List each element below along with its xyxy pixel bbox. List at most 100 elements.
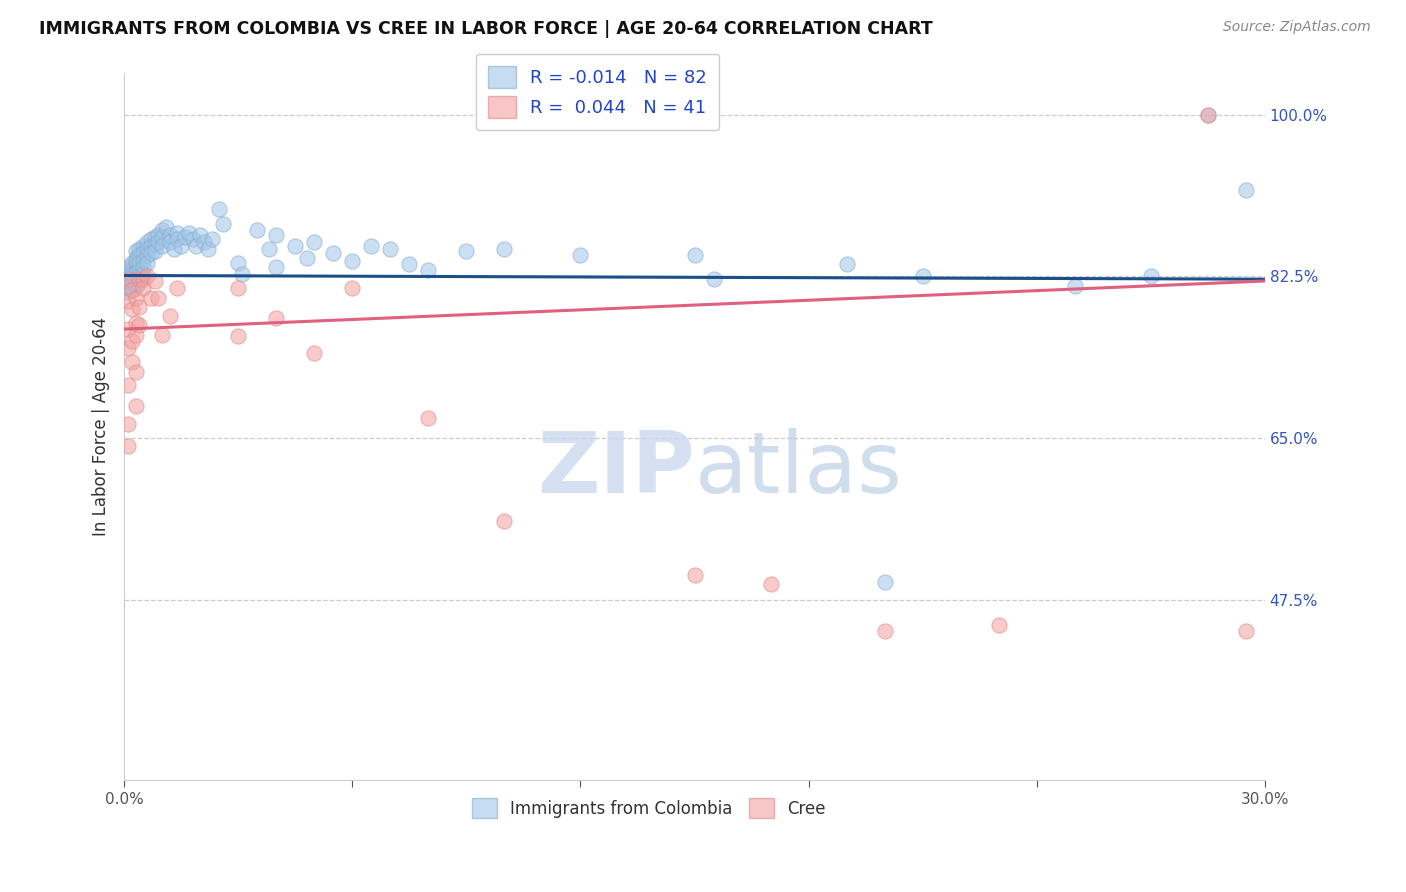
Point [132,281,155,295]
Point [166,226,188,240]
Point [117,377,139,392]
Point [117,417,139,432]
Point [148,291,170,305]
Point [124,365,146,379]
Point [177,226,200,240]
Point [304,346,326,360]
Text: Source: ZipAtlas.com: Source: ZipAtlas.com [1223,20,1371,34]
Point [398,257,420,271]
Point [124,316,146,330]
Point [124,399,146,413]
Point [139,232,162,246]
Point [1139,269,1161,284]
Point [208,202,231,216]
Point [128,318,150,333]
Point [124,265,146,279]
Point [139,291,162,305]
Point [246,223,269,237]
Point [1197,107,1219,121]
Point [121,263,143,277]
Point [322,246,344,260]
Point [143,229,166,244]
Point [911,269,934,284]
Point [703,272,725,286]
Point [117,294,139,309]
Point [136,248,159,262]
Point [117,274,139,288]
Point [136,242,159,256]
Point [155,220,177,235]
Point [873,624,896,638]
Point [186,239,208,253]
Point [148,235,170,250]
Point [117,285,139,299]
Point [132,239,155,253]
Point [117,272,139,286]
Point [148,227,170,242]
Point [121,283,143,297]
Point [304,235,326,250]
Point [117,439,139,453]
Point [117,260,139,274]
Point [683,248,706,262]
Point [418,263,440,277]
Point [166,281,188,295]
Point [201,232,224,246]
Point [132,272,155,286]
Point [494,242,516,256]
Point [117,322,139,336]
Point [163,242,186,256]
Point [257,242,280,256]
Point [266,260,288,274]
Point [124,278,146,293]
Point [143,244,166,259]
Point [360,239,382,253]
Point [1197,107,1219,121]
Point [226,281,249,295]
Point [174,229,197,244]
Text: atlas: atlas [695,427,903,510]
Point [231,267,253,281]
Point [128,269,150,284]
Point [124,327,146,342]
Point [284,239,307,253]
Point [873,574,896,589]
Legend: Immigrants from Colombia, Cree: Immigrants from Colombia, Cree [465,791,832,825]
Point [166,232,188,246]
Point [128,242,150,256]
Text: ZIP: ZIP [537,427,695,510]
Text: IMMIGRANTS FROM COLOMBIA VS CREE IN LABOR FORCE | AGE 20-64 CORRELATION CHART: IMMIGRANTS FROM COLOMBIA VS CREE IN LABO… [39,20,934,37]
Point [226,255,249,269]
Point [128,263,150,277]
Point [128,255,150,269]
Point [266,227,288,242]
Point [136,269,159,284]
Point [1234,624,1257,638]
Point [197,242,219,256]
Point [121,267,143,281]
Point [150,327,173,342]
Point [159,235,181,250]
Point [150,239,173,253]
Point [132,246,155,260]
Y-axis label: In Labor Force | Age 20-64: In Labor Force | Age 20-64 [93,317,110,536]
Point [987,618,1010,632]
Point [188,227,211,242]
Point [159,227,181,242]
Point [170,239,193,253]
Point [136,235,159,250]
Point [266,311,288,326]
Point [159,309,181,323]
Point [124,251,146,265]
Point [124,253,146,268]
Point [150,229,173,244]
Point [759,577,782,591]
Point [1234,183,1257,197]
Point [1063,278,1085,293]
Point [117,341,139,355]
Point [117,262,139,277]
Point [295,251,318,265]
Point [124,244,146,259]
Point [683,568,706,582]
Point [150,223,173,237]
